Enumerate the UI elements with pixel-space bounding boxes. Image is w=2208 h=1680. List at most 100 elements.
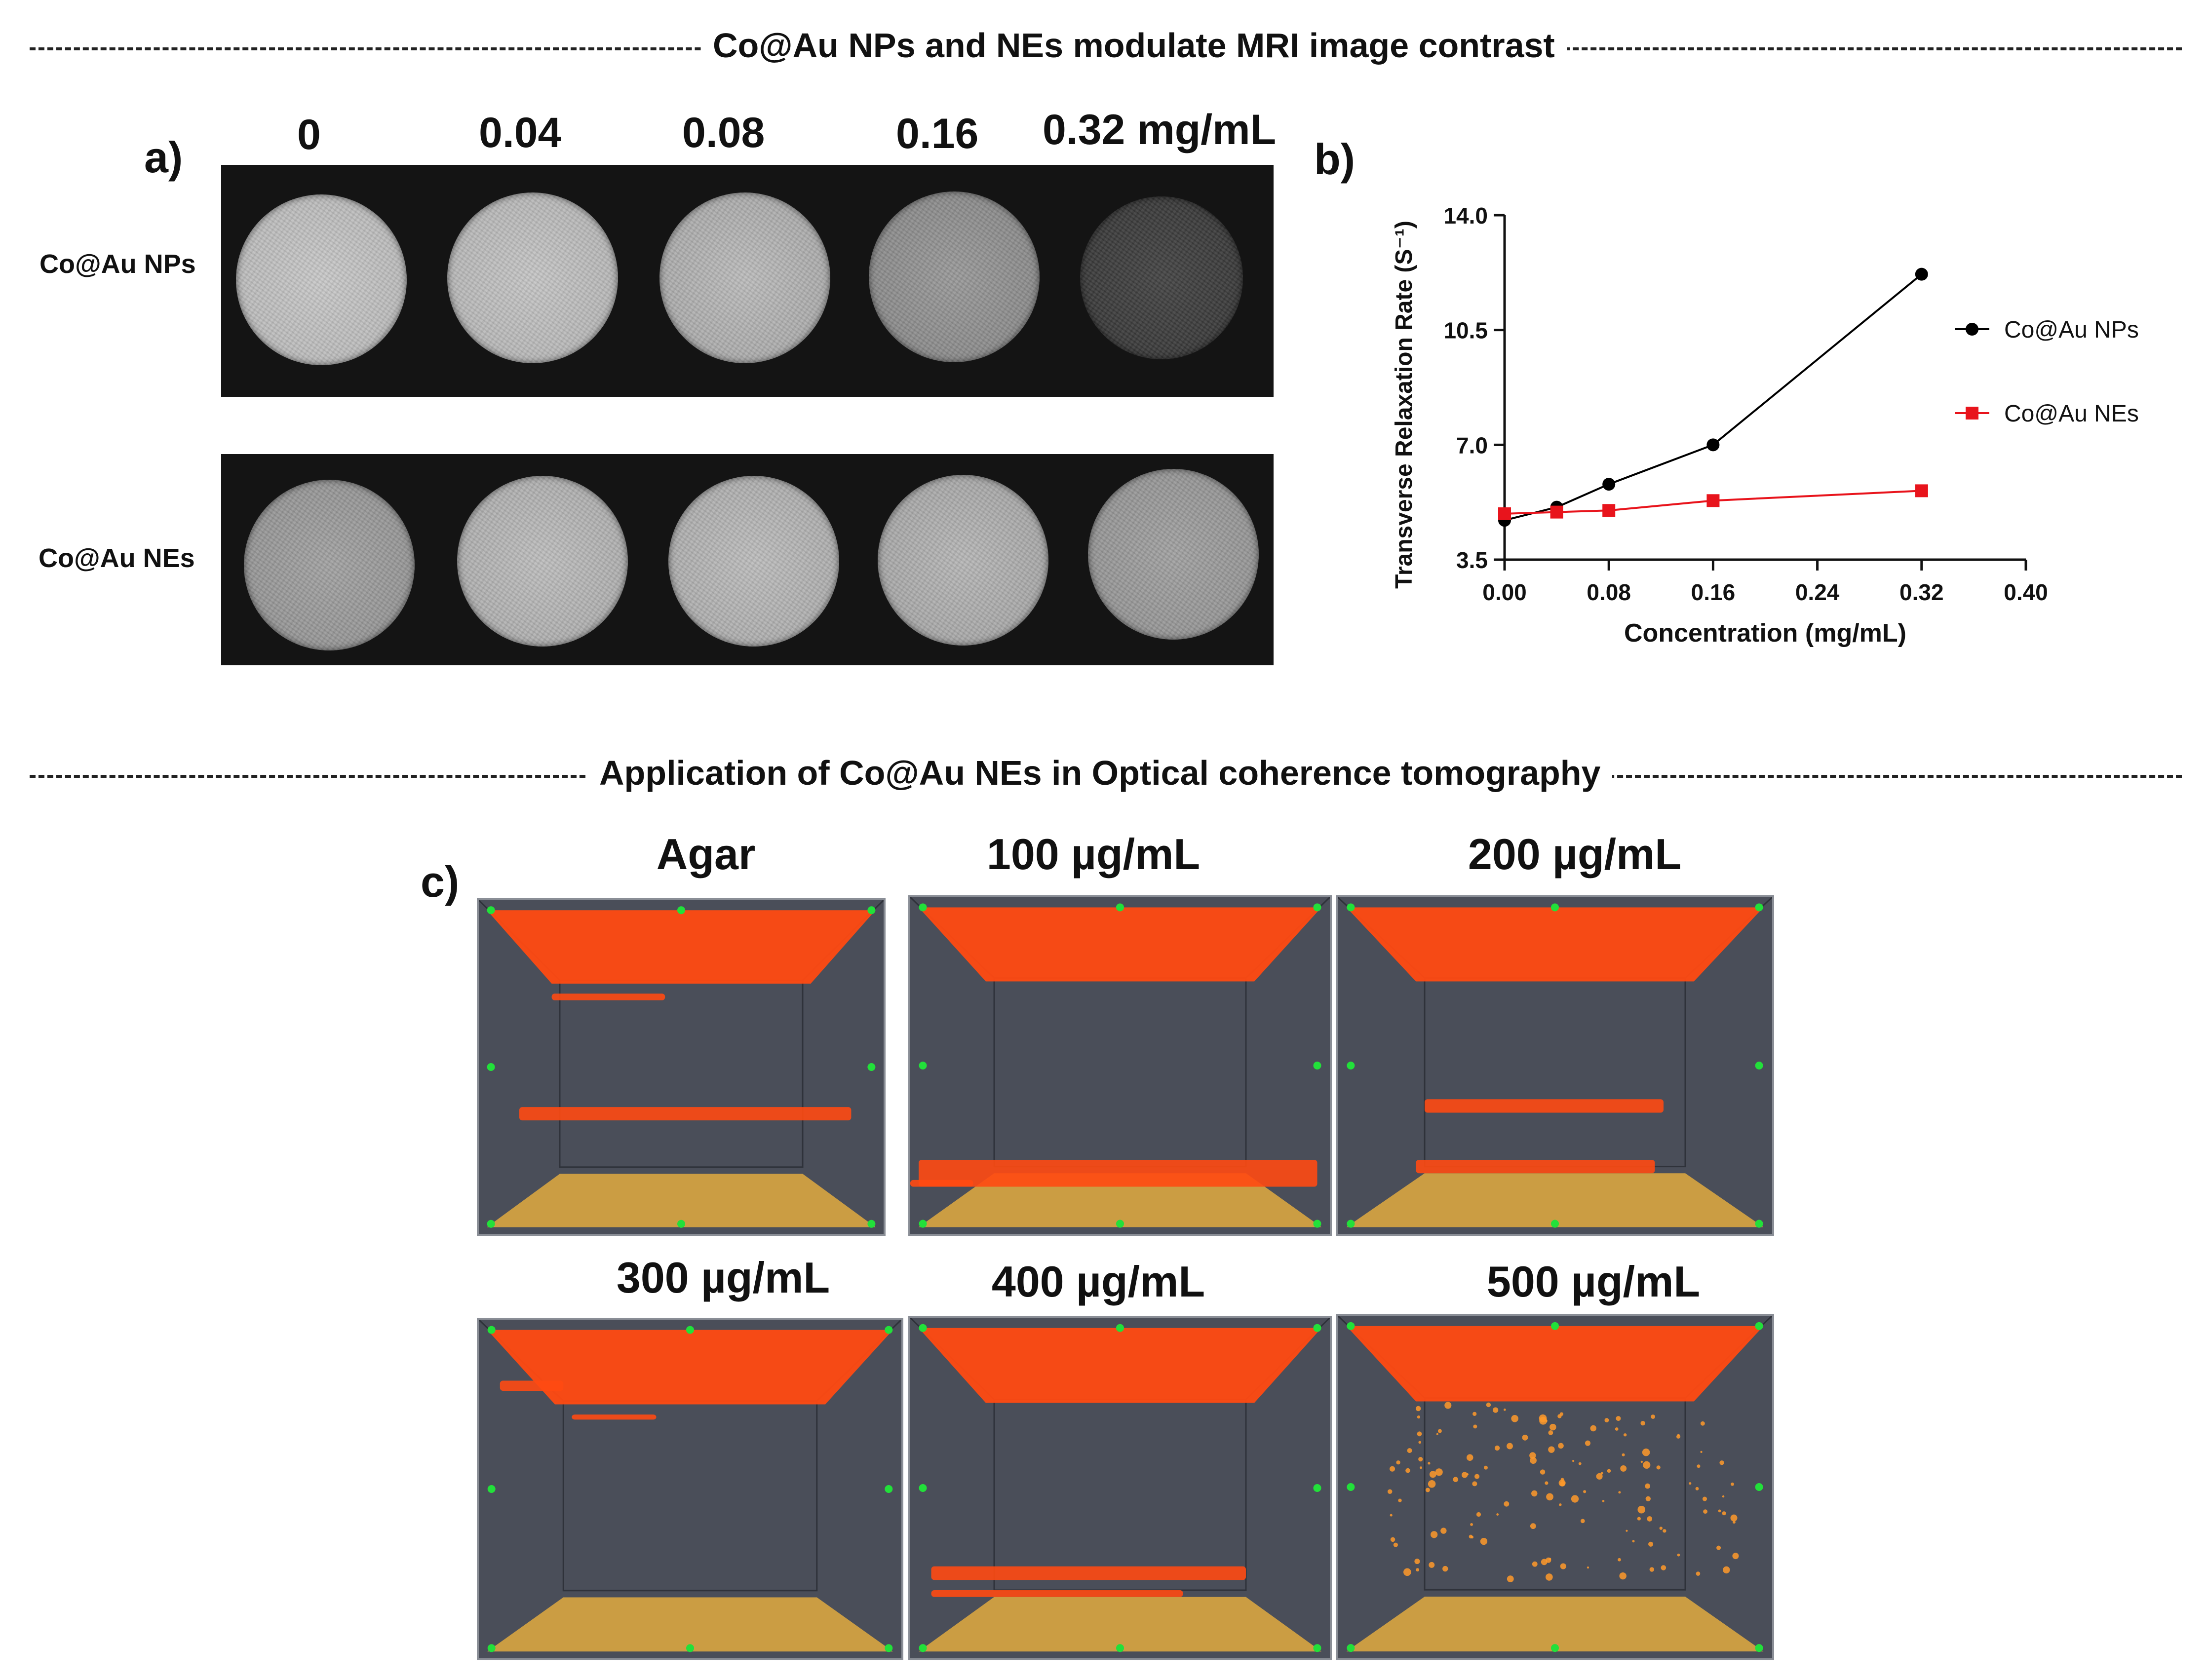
oct-marker bbox=[867, 906, 876, 915]
chart-x-axis-label: Concentration (mg/mL) bbox=[1624, 619, 1906, 648]
oct-particle bbox=[1393, 1542, 1398, 1547]
oct-particle bbox=[1716, 1545, 1721, 1550]
oct-cube-edge bbox=[1424, 977, 1686, 1168]
oct-particle bbox=[1607, 1469, 1611, 1473]
oct-particle bbox=[1398, 1498, 1402, 1502]
mri-well-nes-2 bbox=[668, 476, 839, 647]
oct-particle bbox=[1637, 1517, 1641, 1521]
oct-particle bbox=[1676, 1434, 1681, 1439]
oct-particle bbox=[1437, 1429, 1442, 1433]
oct-particle bbox=[1647, 1516, 1653, 1522]
oct-marker bbox=[1116, 1220, 1124, 1228]
oct-particle bbox=[1417, 1431, 1422, 1437]
chart-x-tick-label: 0.16 bbox=[1691, 579, 1736, 605]
oct-particle bbox=[1429, 1471, 1436, 1478]
oct-particle bbox=[1731, 1482, 1734, 1486]
oct-particle bbox=[1511, 1414, 1518, 1422]
oct-streak bbox=[919, 1159, 1317, 1187]
chart-x-tick-label: 0.32 bbox=[1899, 579, 1944, 605]
panel-b-label: b) bbox=[1314, 135, 1356, 184]
oct-marker bbox=[867, 1063, 876, 1071]
oct-base-layer bbox=[487, 1597, 893, 1652]
oct-particle bbox=[1640, 1420, 1645, 1426]
chart-x-tick-label: 0.40 bbox=[2004, 579, 2048, 605]
oct-particle bbox=[1484, 1465, 1488, 1470]
oct-particle bbox=[1618, 1491, 1621, 1494]
oct-particle bbox=[1453, 1477, 1459, 1483]
oct-particle bbox=[1604, 1418, 1609, 1423]
oct-particle bbox=[1407, 1448, 1412, 1453]
oct-marker bbox=[885, 1644, 893, 1652]
row-label-nes: Co@Au NEs bbox=[39, 543, 195, 573]
row-label-nps: Co@Au NPs bbox=[39, 249, 196, 279]
oct-particle bbox=[1596, 1473, 1603, 1480]
data-point bbox=[1602, 478, 1616, 491]
oct-top-layer bbox=[487, 1330, 893, 1405]
section-title-oct: Application of Co@Au NEs in Optical cohe… bbox=[587, 753, 1613, 793]
oct-particle bbox=[1723, 1566, 1730, 1574]
chart-y-axis-label: Transverse Relaxation Rate (S⁻¹) bbox=[1391, 221, 1417, 589]
oct-title-200: 200 µg/mL bbox=[1468, 830, 1682, 878]
panel-a-label: a) bbox=[144, 133, 183, 182]
oct-top-layer bbox=[487, 910, 876, 984]
oct-particle bbox=[1503, 1409, 1506, 1411]
oct-marker bbox=[1755, 1062, 1763, 1069]
mri-well-nes-1 bbox=[457, 476, 628, 647]
oct-particle bbox=[1659, 1527, 1663, 1530]
oct-title-500: 500 µg/mL bbox=[1486, 1257, 1701, 1306]
legend-marker-1 bbox=[1966, 407, 1978, 420]
oct-top-layer bbox=[1346, 1326, 1764, 1402]
oct-particle bbox=[1548, 1430, 1553, 1435]
mri-strip-nes bbox=[221, 454, 1274, 665]
legend-label-0: Co@Au NPs bbox=[2004, 317, 2139, 343]
oct-marker bbox=[1347, 1483, 1355, 1491]
oct-streak bbox=[551, 993, 665, 1000]
oct-particle bbox=[1541, 1559, 1548, 1565]
oct-marker bbox=[1116, 1644, 1124, 1652]
oct-particle bbox=[1418, 1457, 1423, 1462]
oct-title-400: 400 µg/mL bbox=[991, 1257, 1205, 1306]
oct-particle bbox=[1387, 1489, 1393, 1494]
oct-render bbox=[479, 900, 884, 1228]
legend-marker-0 bbox=[1966, 323, 1978, 336]
oct-particle bbox=[1622, 1453, 1625, 1456]
oct-title-300: 300 µg/mL bbox=[616, 1253, 830, 1302]
oct-particle bbox=[1476, 1512, 1481, 1517]
oct-marker bbox=[487, 906, 495, 915]
oct-particle bbox=[1700, 1421, 1705, 1426]
oct-streak bbox=[572, 1414, 657, 1420]
oct-particle bbox=[1732, 1521, 1736, 1524]
oct-particle bbox=[1719, 1460, 1724, 1465]
data-point bbox=[1498, 507, 1511, 520]
oct-particle bbox=[1585, 1440, 1590, 1446]
oct-marker bbox=[1313, 903, 1321, 912]
oct-render bbox=[1338, 1316, 1772, 1652]
oct-particle bbox=[1532, 1561, 1538, 1567]
oct-particle bbox=[1632, 1540, 1635, 1543]
data-point bbox=[1602, 504, 1616, 517]
oct-particle bbox=[1616, 1416, 1621, 1421]
oct-particle bbox=[1730, 1514, 1738, 1522]
oct-marker bbox=[1551, 903, 1559, 912]
oct-image-agar bbox=[477, 898, 886, 1236]
oct-image-200 bbox=[1336, 895, 1774, 1236]
concentration-label-3: 0.16 bbox=[896, 110, 979, 157]
oct-particle bbox=[1578, 1462, 1582, 1465]
oct-particle bbox=[1529, 1452, 1536, 1459]
oct-particle bbox=[1615, 1427, 1619, 1431]
oct-marker bbox=[487, 1220, 495, 1228]
oct-marker bbox=[1313, 1062, 1321, 1069]
oct-particle bbox=[1572, 1459, 1575, 1462]
oct-marker bbox=[1313, 1324, 1321, 1332]
oct-particle bbox=[1649, 1567, 1655, 1572]
mri-well-nps-4 bbox=[1080, 196, 1243, 359]
oct-particle bbox=[1444, 1402, 1452, 1409]
oct-particle bbox=[1466, 1473, 1469, 1476]
oct-particle bbox=[1689, 1482, 1692, 1485]
oct-particle bbox=[1571, 1495, 1579, 1503]
oct-particle bbox=[1469, 1534, 1473, 1539]
oct-particle bbox=[1442, 1565, 1448, 1572]
data-point bbox=[1706, 438, 1720, 452]
oct-particle bbox=[1618, 1558, 1621, 1562]
oct-particle bbox=[1722, 1511, 1726, 1516]
